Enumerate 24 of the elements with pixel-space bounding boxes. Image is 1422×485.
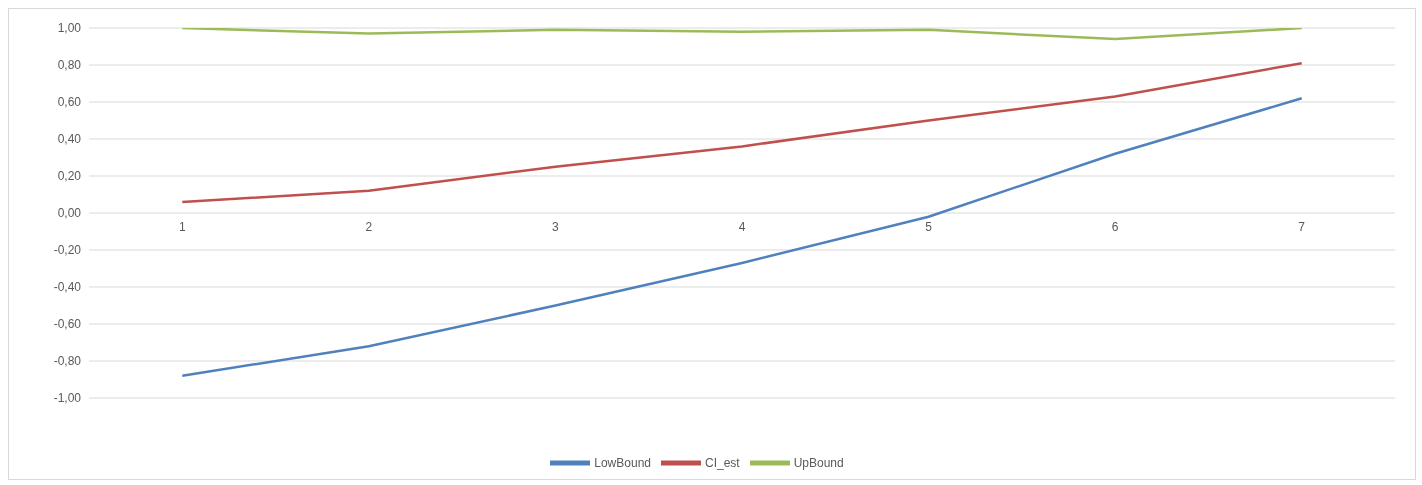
- line-series: [181, 97, 1303, 378]
- y-tick-label: 0,80: [57, 58, 82, 73]
- legend-label: LowBound: [594, 456, 651, 471]
- y-tick-label: -0,20: [53, 243, 82, 258]
- x-tick-label: 2: [365, 220, 373, 234]
- y-tick-label: 0,20: [57, 169, 82, 184]
- y-tick-label: -1,00: [53, 391, 82, 406]
- y-tick-label: 0,00: [57, 206, 82, 221]
- legend-label: UpBound: [793, 456, 844, 471]
- line-series: [181, 28, 1303, 41]
- x-tick-label: 6: [1111, 220, 1119, 234]
- x-tick-label: 7: [1298, 220, 1306, 234]
- x-tick-label: 5: [925, 220, 933, 234]
- y-tick-label: -0,80: [53, 354, 82, 369]
- y-tick-label: -0,60: [53, 317, 82, 332]
- x-tick-label: 1: [178, 220, 186, 234]
- x-tick-label: 3: [552, 220, 560, 234]
- x-tick-label: 4: [738, 220, 746, 234]
- legend-label: CI_est: [704, 456, 740, 471]
- y-tick-label: 1,00: [57, 21, 82, 36]
- y-tick-label: 0,40: [57, 132, 82, 147]
- line-series: [181, 61, 1303, 204]
- y-tick-label: 0,60: [57, 95, 82, 110]
- y-tick-label: -0,40: [53, 280, 82, 295]
